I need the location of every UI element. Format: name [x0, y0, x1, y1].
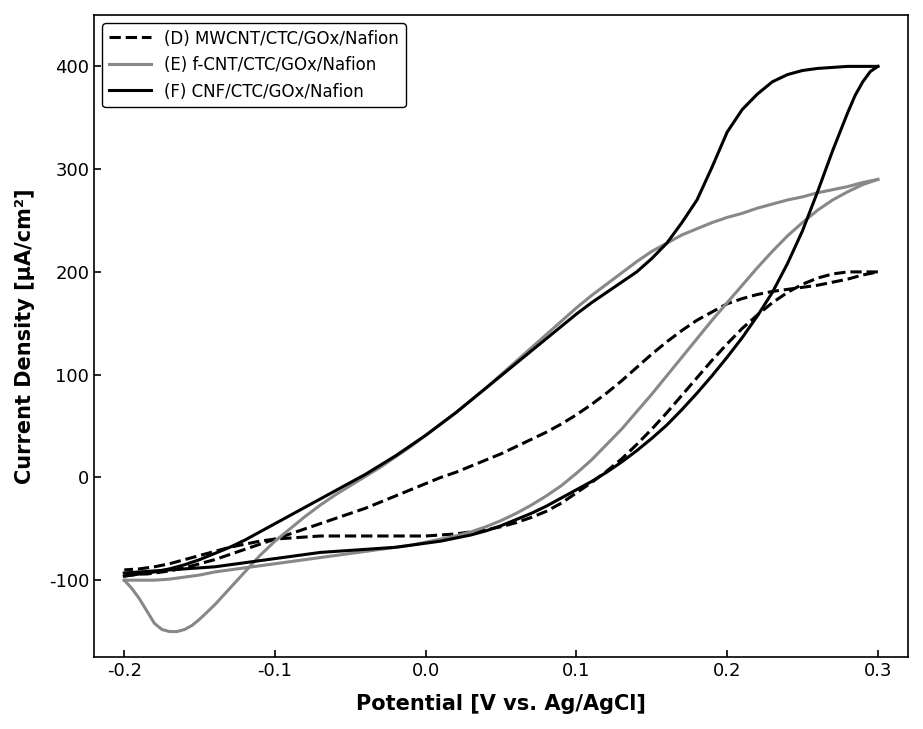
X-axis label: Potential [V vs. Ag/AgCl]: Potential [V vs. Ag/AgCl] — [356, 694, 646, 714]
Legend: (D) MWCNT/CTC/GOx/Nafion, (E) f-CNT/CTC/GOx/Nafion, (F) CNF/CTC/GOx/Nafion: (D) MWCNT/CTC/GOx/Nafion, (E) f-CNT/CTC/… — [102, 23, 405, 107]
Y-axis label: Current Density [μA/cm²]: Current Density [μA/cm²] — [15, 188, 35, 484]
